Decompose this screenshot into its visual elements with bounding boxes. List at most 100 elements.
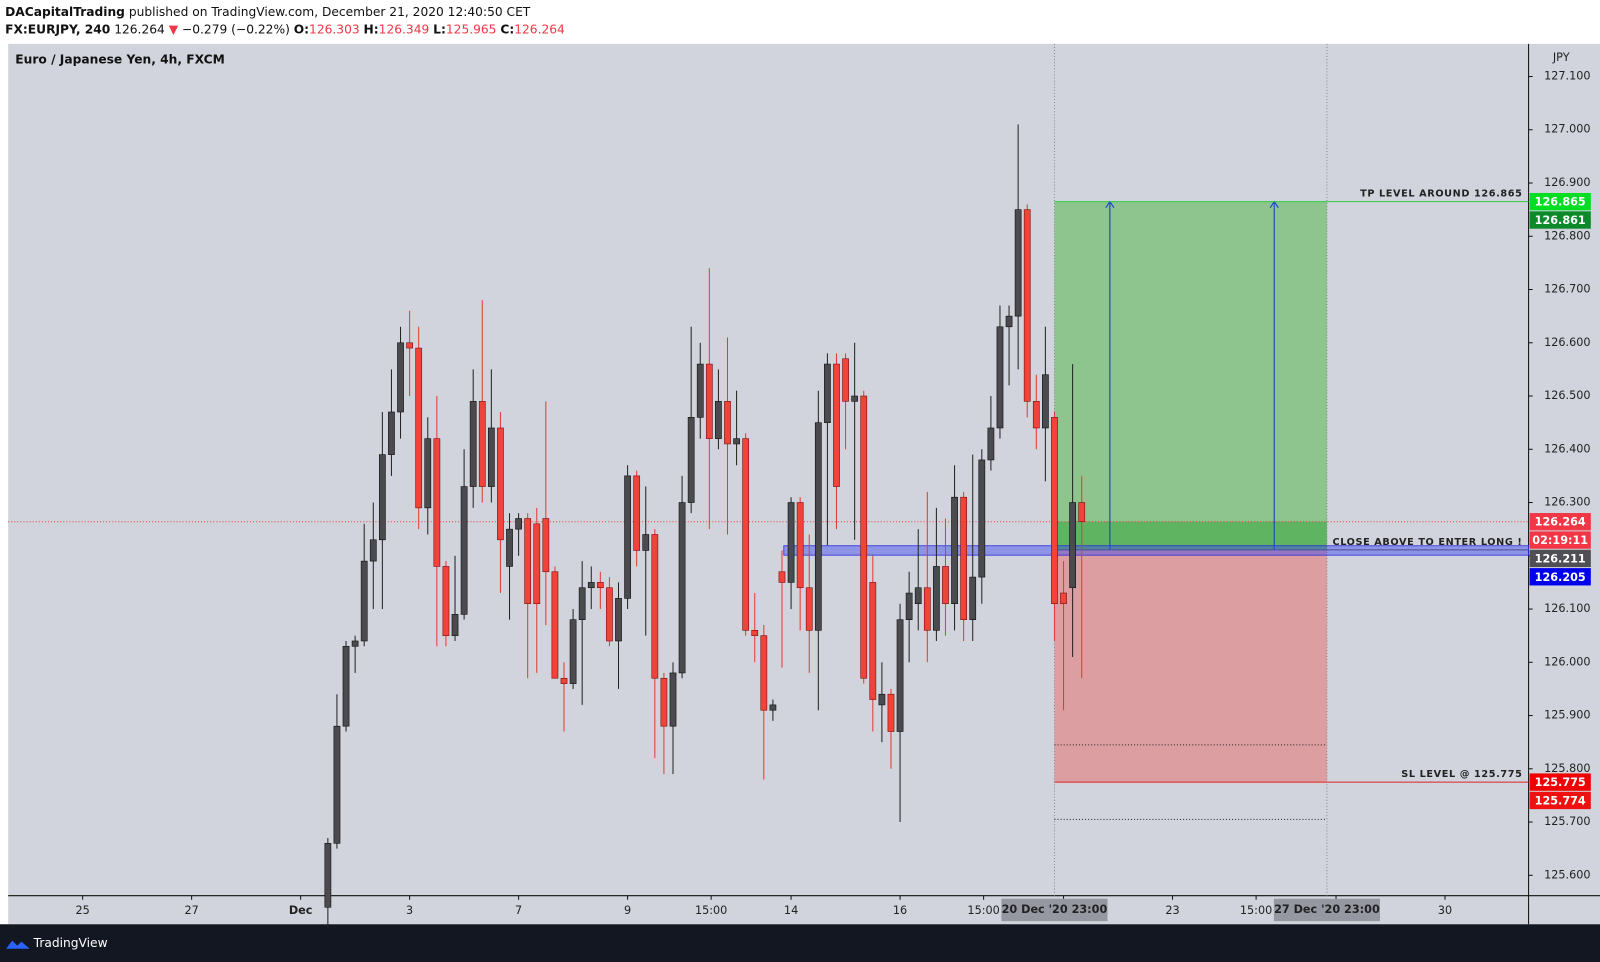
candle (460, 449, 468, 620)
ohlc-value: 126.264 (514, 22, 565, 36)
y-tick-label: 126.700 (1544, 283, 1590, 296)
candle (633, 470, 641, 567)
candle-body (978, 459, 986, 578)
price-label-bg (1529, 549, 1591, 568)
candle-body (651, 534, 659, 679)
candle (1014, 124, 1022, 370)
candle-body (451, 614, 459, 636)
candle-body (805, 587, 813, 631)
candle (1005, 305, 1013, 386)
candle (951, 465, 958, 631)
candle (651, 529, 659, 759)
candle (596, 571, 604, 610)
candle-body (606, 587, 613, 642)
candle-body (415, 347, 423, 509)
candle (615, 582, 622, 689)
candle-body (769, 704, 777, 711)
candle (578, 561, 586, 705)
y-tick-label: 126.800 (1544, 229, 1590, 242)
candle (415, 326, 423, 530)
candle (424, 417, 432, 535)
candle (814, 390, 822, 711)
candle-body (342, 646, 350, 727)
price-label-bg (1529, 568, 1591, 586)
candle (369, 502, 377, 610)
candle (851, 342, 859, 540)
candle-body (951, 496, 958, 605)
candle-body (696, 363, 704, 418)
candle (497, 411, 504, 594)
candle (678, 475, 686, 679)
candle-body (833, 363, 840, 487)
published: published on TradingView.com, December 2… (129, 5, 531, 19)
x-tick-label: 25 (75, 904, 89, 917)
y-tick-label: 125.900 (1544, 709, 1590, 722)
author: DACapitalTrading (5, 5, 125, 19)
header-line-1: DACapitalTrading published on TradingVie… (5, 5, 531, 19)
candle (769, 699, 777, 721)
candle (860, 390, 868, 684)
candle (406, 310, 413, 397)
y-tick-label: 125.700 (1544, 815, 1590, 828)
candle (760, 625, 768, 780)
range-label-bg (1001, 898, 1108, 922)
open-profit (1054, 521, 1327, 550)
candle-body (560, 677, 568, 684)
candle-body (524, 518, 532, 605)
price-label-bg (1529, 773, 1591, 791)
ohlc-key: C: (500, 22, 514, 36)
candle-body (678, 502, 686, 674)
candle-body (633, 475, 641, 551)
footer-logo: TradingView (6, 936, 108, 950)
candle (896, 603, 904, 823)
candle (1060, 561, 1067, 711)
candle (842, 353, 849, 450)
x-tick-label: 7 (515, 904, 522, 917)
candle-body (724, 401, 731, 445)
price-label: 126.211 (1535, 552, 1586, 565)
candle-body (905, 592, 913, 620)
candle-body (1069, 502, 1076, 589)
candle (587, 566, 595, 610)
candle-body (1060, 592, 1067, 605)
countdown: 02:19:11 (1532, 534, 1588, 547)
candle (1078, 475, 1086, 679)
candle-body (660, 677, 668, 727)
annotation: TP LEVEL AROUND 126.865 (1360, 188, 1522, 199)
candle-body (324, 843, 332, 908)
chart-title: Euro / Japanese Yen, 4h, FXCM (15, 53, 224, 67)
candle (1042, 326, 1049, 482)
x-tick-label: 30 (1438, 904, 1452, 917)
candle-body (487, 427, 495, 487)
ohlc-value: 125.965 (446, 22, 497, 36)
candle-body (542, 518, 550, 573)
candle (996, 305, 1004, 439)
candle (533, 507, 541, 673)
x-tick-label: Dec (289, 904, 313, 917)
candle (642, 486, 650, 636)
ohlc-value: 126.349 (379, 22, 430, 36)
candle (669, 662, 677, 775)
candle (469, 369, 477, 508)
candle (487, 369, 495, 503)
candle (905, 571, 913, 663)
candle-body (587, 582, 595, 589)
y-tick-label: 126.400 (1544, 442, 1590, 455)
candle-body (497, 427, 504, 541)
candle-body (878, 693, 886, 706)
footer-text: TradingView (33, 936, 108, 950)
candle (524, 513, 532, 679)
candle-body (569, 619, 577, 684)
candle-body (742, 438, 750, 631)
candle-body (1005, 315, 1013, 328)
candle (742, 433, 750, 636)
candle (833, 353, 840, 530)
ohlc-key: H: (364, 22, 379, 36)
ohlc-value: 126.303 (309, 22, 360, 36)
candle (987, 396, 995, 471)
candle-body (378, 454, 386, 541)
price-label-bg (1529, 211, 1591, 229)
candle (388, 369, 395, 476)
candle-body (860, 395, 868, 679)
